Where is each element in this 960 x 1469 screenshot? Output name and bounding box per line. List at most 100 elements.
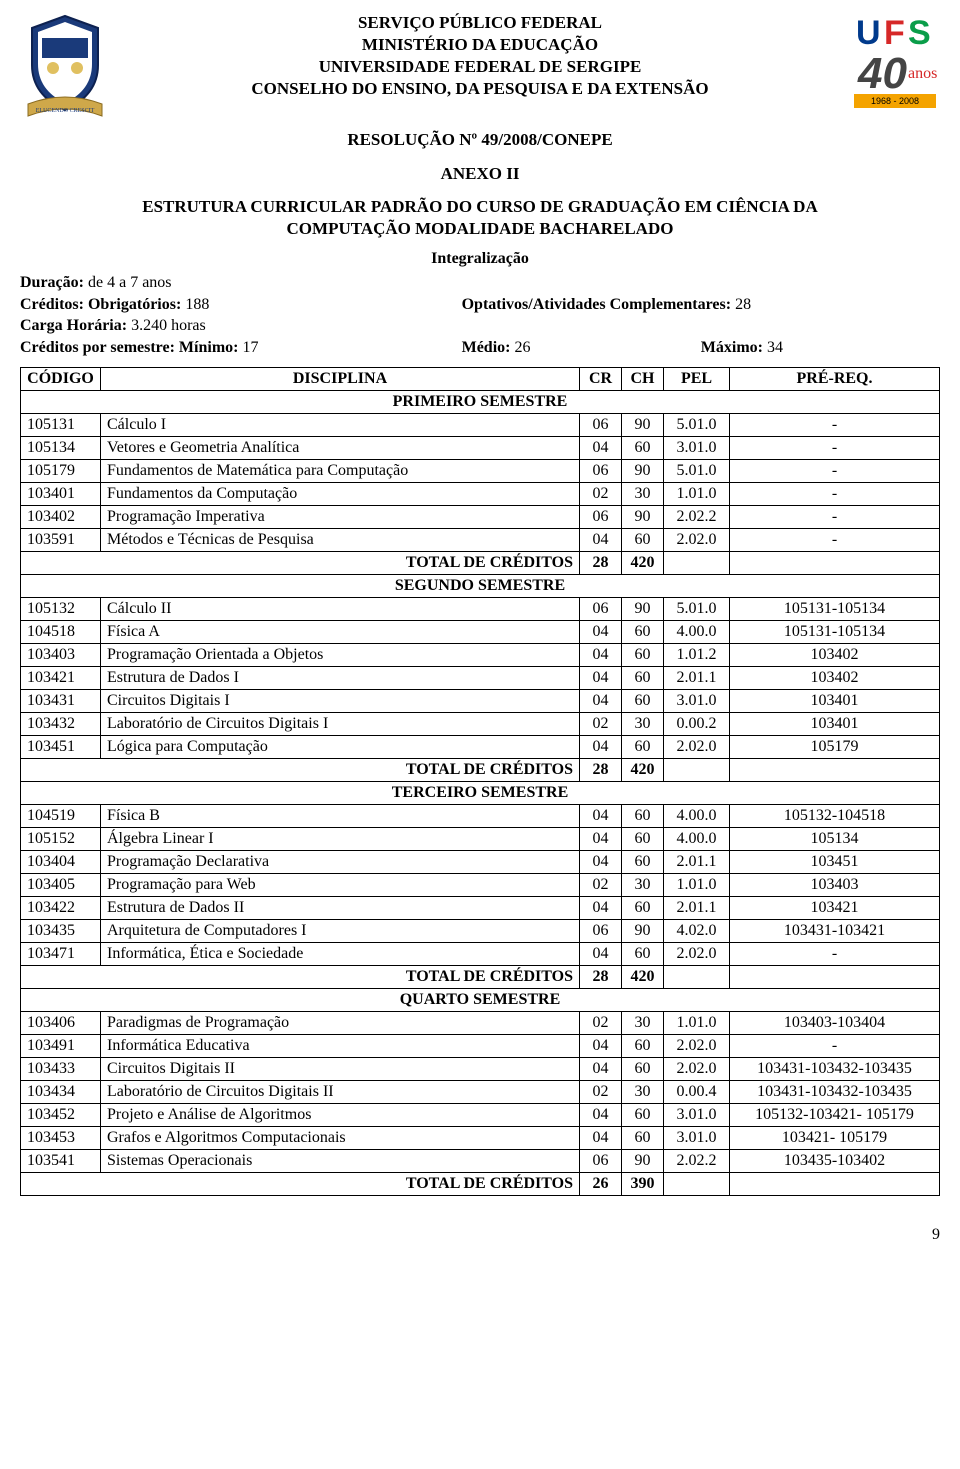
table-row: 105132Cálculo II06905.01.0105131-105134: [21, 597, 940, 620]
cell-pel: 2.02.2: [664, 1149, 730, 1172]
cell-cr: 04: [580, 896, 622, 919]
cell-prereq: 103403: [730, 873, 940, 896]
table-row: 103435Arquitetura de Computadores I06904…: [21, 919, 940, 942]
cell-cr: 04: [580, 643, 622, 666]
cell-ch: 60: [622, 528, 664, 551]
section-header-row: PRIMEIRO SEMESTRE: [21, 390, 940, 413]
table-row: 103401Fundamentos da Computação02301.01.…: [21, 482, 940, 505]
total-cr: 28: [580, 965, 622, 988]
cell-prereq: 103431-103421: [730, 919, 940, 942]
cell-ch: 60: [622, 620, 664, 643]
sem-min-line: Créditos por semestre: Mínimo: 17: [20, 337, 462, 359]
cell-cr: 04: [580, 1057, 622, 1080]
cell-ch: 60: [622, 804, 664, 827]
cell-ch: 90: [622, 505, 664, 528]
svg-text:F: F: [884, 14, 905, 52]
cell-codigo: 103406: [21, 1011, 101, 1034]
cell-ch: 90: [622, 919, 664, 942]
cell-codigo: 103451: [21, 735, 101, 758]
th-cr: CR: [580, 367, 622, 390]
title-line-1: ESTRUTURA CURRICULAR PADRÃO DO CURSO DE …: [100, 196, 860, 218]
cell-disciplina: Estrutura de Dados I: [101, 666, 580, 689]
cell-codigo: 103403: [21, 643, 101, 666]
cell-prereq: 103403-103404: [730, 1011, 940, 1034]
cell-cr: 02: [580, 1011, 622, 1034]
cell-codigo: 103432: [21, 712, 101, 735]
cell-pel: 1.01.2: [664, 643, 730, 666]
max-line: Máximo: 34: [701, 337, 940, 359]
header-line-1: SERVIÇO PÚBLICO FEDERAL: [120, 12, 840, 34]
cell-prereq: -: [730, 413, 940, 436]
page-number: 9: [20, 1226, 940, 1244]
section-header-row: QUARTO SEMESTRE: [21, 988, 940, 1011]
medio-line: Médio: 26: [462, 337, 701, 359]
cell-disciplina: Cálculo I: [101, 413, 580, 436]
cell-ch: 90: [622, 597, 664, 620]
cell-pel: 2.02.0: [664, 735, 730, 758]
table-row: 103403Programação Orientada a Objetos046…: [21, 643, 940, 666]
duracao-line: Duração: de 4 a 7 anos: [20, 272, 462, 294]
total-label: TOTAL DE CRÉDITOS: [21, 1172, 580, 1195]
table-row: 103452Projeto e Análise de Algoritmos046…: [21, 1103, 940, 1126]
cell-codigo: 103405: [21, 873, 101, 896]
cell-codigo: 103591: [21, 528, 101, 551]
cell-disciplina: Sistemas Operacionais: [101, 1149, 580, 1172]
cell-pel: 2.02.2: [664, 505, 730, 528]
svg-text:1968 - 2008: 1968 - 2008: [871, 96, 919, 106]
cell-disciplina: Circuitos Digitais II: [101, 1057, 580, 1080]
cell-prereq: 103431-103432-103435: [730, 1057, 940, 1080]
cell-pel: 3.01.0: [664, 436, 730, 459]
cell-codigo: 103401: [21, 482, 101, 505]
cell-disciplina: Paradigmas de Programação: [101, 1011, 580, 1034]
cell-codigo: 103434: [21, 1080, 101, 1103]
max-label: Máximo:: [701, 339, 763, 356]
cell-pel: 2.02.0: [664, 942, 730, 965]
cell-prereq: 105131-105134: [730, 620, 940, 643]
total-empty: [664, 758, 730, 781]
table-row: 103491Informática Educativa04602.02.0-: [21, 1034, 940, 1057]
table-row: 103432Laboratório de Circuitos Digitais …: [21, 712, 940, 735]
cell-disciplina: Vetores e Geometria Analítica: [101, 436, 580, 459]
section-title: QUARTO SEMESTRE: [21, 988, 940, 1011]
table-row: 103433Circuitos Digitais II04602.02.0103…: [21, 1057, 940, 1080]
total-label: TOTAL DE CRÉDITOS: [21, 551, 580, 574]
total-empty: [664, 965, 730, 988]
cell-disciplina: Física B: [101, 804, 580, 827]
cell-ch: 60: [622, 942, 664, 965]
cell-cr: 04: [580, 1103, 622, 1126]
cell-pel: 3.01.0: [664, 1103, 730, 1126]
cell-ch: 30: [622, 1080, 664, 1103]
th-prereq: PRÉ-REQ.: [730, 367, 940, 390]
cell-prereq: 103402: [730, 643, 940, 666]
integralizacao-label: Integralização: [20, 250, 940, 268]
metadata-block: Duração: de 4 a 7 anos Créditos: Obrigat…: [20, 272, 940, 358]
cell-prereq: -: [730, 505, 940, 528]
table-row: 104519Física B04604.00.0105132-104518: [21, 804, 940, 827]
cell-pel: 5.01.0: [664, 597, 730, 620]
cell-disciplina: Álgebra Linear I: [101, 827, 580, 850]
anexo-title: ANEXO II: [20, 164, 940, 184]
medio-value: 26: [514, 339, 530, 356]
cell-disciplina: Programação para Web: [101, 873, 580, 896]
cell-pel: 4.00.0: [664, 620, 730, 643]
svg-text:U: U: [856, 14, 881, 52]
optativos-label: Optativos/Atividades Complementares:: [462, 296, 731, 313]
cell-codigo: 105152: [21, 827, 101, 850]
table-row: 103591Métodos e Técnicas de Pesquisa0460…: [21, 528, 940, 551]
table-row: 103453Grafos e Algoritmos Computacionais…: [21, 1126, 940, 1149]
cell-ch: 90: [622, 413, 664, 436]
cell-pel: 2.01.1: [664, 850, 730, 873]
svg-text:ELUCENDO CRESCIT: ELUCENDO CRESCIT: [36, 108, 95, 114]
cell-pel: 2.01.1: [664, 896, 730, 919]
cell-pel: 4.00.0: [664, 804, 730, 827]
cell-prereq: -: [730, 528, 940, 551]
cell-codigo: 105132: [21, 597, 101, 620]
cell-pel: 1.01.0: [664, 482, 730, 505]
cell-prereq: 103421- 105179: [730, 1126, 940, 1149]
cell-codigo: 103471: [21, 942, 101, 965]
table-row: 105179Fundamentos de Matemática para Com…: [21, 459, 940, 482]
cell-ch: 60: [622, 735, 664, 758]
cell-cr: 06: [580, 413, 622, 436]
cell-prereq: -: [730, 436, 940, 459]
cell-cr: 02: [580, 482, 622, 505]
